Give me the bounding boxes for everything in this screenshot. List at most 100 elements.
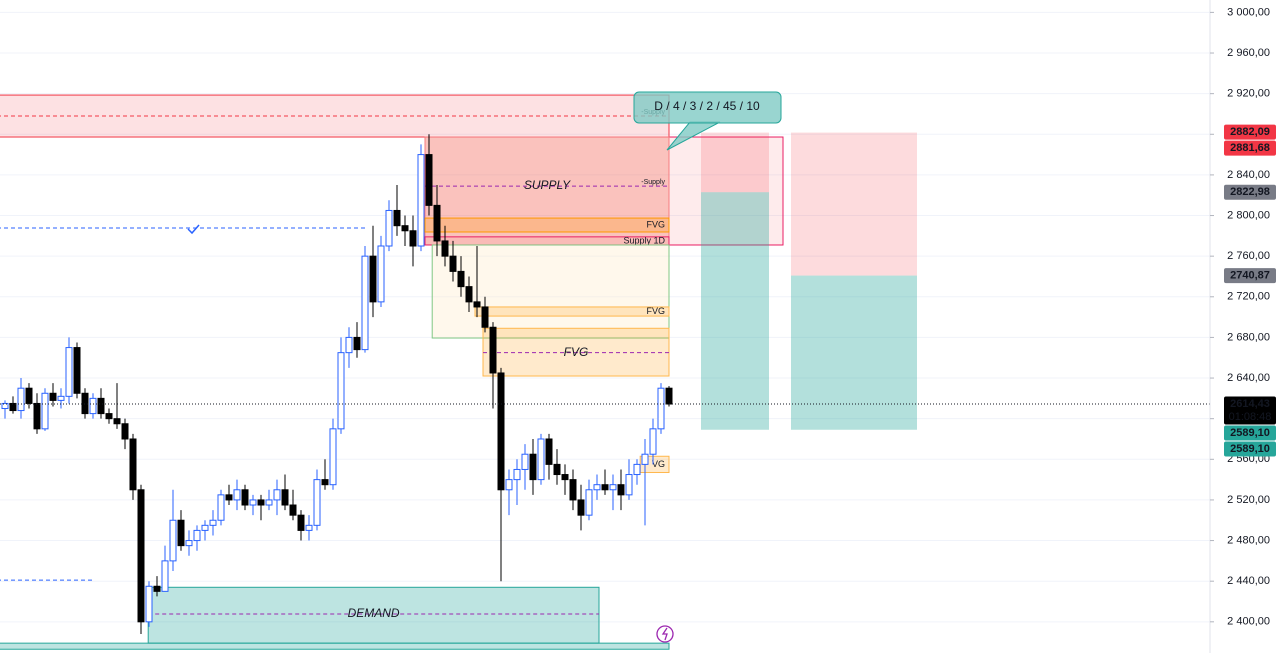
y-tick-label: 2 800,00 xyxy=(1227,209,1270,221)
candle-body xyxy=(265,499,273,506)
countdown: 01:08:48 xyxy=(1229,411,1272,423)
candle-body xyxy=(153,585,161,592)
candle-body xyxy=(281,489,289,506)
candle-body xyxy=(217,494,225,521)
candle-body xyxy=(241,489,249,506)
candle-body xyxy=(129,438,137,491)
y-tick-label: 2 680,00 xyxy=(1227,331,1270,343)
candle-body xyxy=(377,245,385,303)
price-label-box xyxy=(1224,184,1276,200)
candle-body xyxy=(329,428,337,486)
candle-body xyxy=(97,397,105,415)
position-reward xyxy=(791,275,917,430)
price-label-box xyxy=(1224,396,1276,425)
candle-body xyxy=(441,240,449,257)
candle-body xyxy=(665,387,673,405)
price-label-box xyxy=(1224,268,1276,284)
candle-body xyxy=(137,489,145,623)
check-icon xyxy=(187,224,200,235)
candle-body xyxy=(537,438,545,481)
candle-body xyxy=(569,479,577,501)
candle-body xyxy=(345,336,353,354)
candle-body xyxy=(225,494,233,501)
candle-body xyxy=(25,387,33,404)
y-tick-label: 2 480,00 xyxy=(1227,534,1270,546)
candle-body xyxy=(169,519,177,562)
candle-body xyxy=(321,479,329,486)
y-tick-label: 2 640,00 xyxy=(1227,372,1270,384)
candle-body xyxy=(473,301,481,308)
candle-body xyxy=(481,306,489,328)
candle-body xyxy=(369,255,377,303)
candle-body xyxy=(17,387,25,412)
y-tick-label: 2 720,00 xyxy=(1227,291,1270,303)
zone xyxy=(424,217,670,233)
candle-body xyxy=(649,428,657,455)
zone-label: FVG xyxy=(646,306,665,316)
candle-body xyxy=(417,154,425,247)
position-risk xyxy=(791,132,917,276)
y-tick-label: 2 400,00 xyxy=(1227,616,1270,628)
zone-label: FVG xyxy=(646,219,665,229)
alert-bolt xyxy=(661,627,668,641)
candle-body xyxy=(529,453,537,481)
candle-body xyxy=(337,352,345,430)
candle-body xyxy=(393,209,401,227)
candle-body xyxy=(81,392,89,415)
candle-body xyxy=(257,499,265,506)
candle-body xyxy=(561,474,569,481)
price-label-box xyxy=(1224,140,1276,156)
price-label-box xyxy=(1224,124,1276,140)
price-label: 2589,10 xyxy=(1230,427,1270,439)
candle-body xyxy=(513,468,521,481)
candle-body xyxy=(113,418,121,425)
candle-body xyxy=(185,540,193,547)
candle-body xyxy=(521,453,529,470)
y-tick-label: 2 520,00 xyxy=(1227,494,1270,506)
price-label: 2614,43 xyxy=(1230,398,1270,410)
price-label: 2822,98 xyxy=(1230,186,1270,198)
price-label: 2882,09 xyxy=(1230,126,1270,138)
candle-body xyxy=(601,484,609,491)
callout-box xyxy=(633,91,782,124)
axis-layer: 2 400,002 440,002 480,002 520,002 560,00… xyxy=(1210,6,1276,628)
candle-body xyxy=(121,423,129,440)
position-reward xyxy=(701,192,769,430)
candle-body xyxy=(249,499,257,506)
candle-body xyxy=(489,326,497,374)
price-label-box xyxy=(1224,441,1276,457)
candle-body xyxy=(465,286,473,303)
candle-body xyxy=(305,524,313,531)
candle-body xyxy=(385,209,393,247)
candle-body xyxy=(433,204,441,242)
candle-body xyxy=(457,270,465,288)
candle-body xyxy=(361,255,369,351)
candle-body xyxy=(273,489,281,501)
candle-body xyxy=(633,463,641,476)
y-tick-label: 2 760,00 xyxy=(1227,250,1270,262)
candle-body xyxy=(201,524,209,531)
candle-body xyxy=(33,402,41,430)
candle-body xyxy=(409,230,417,247)
price-label: 2881,68 xyxy=(1230,142,1270,154)
zone-label: VG xyxy=(652,459,665,469)
candle-body xyxy=(553,463,561,476)
candle-body xyxy=(609,484,617,491)
y-tick-label: 2 960,00 xyxy=(1227,47,1270,59)
candle-body xyxy=(209,519,217,526)
candle-body xyxy=(353,336,361,351)
y-tick-label: 2 840,00 xyxy=(1227,169,1270,181)
zone xyxy=(424,136,670,246)
y-tick-label: 2 920,00 xyxy=(1227,88,1270,100)
candle-body xyxy=(65,347,73,397)
zone xyxy=(482,327,670,377)
zone xyxy=(147,586,600,644)
zone-label: SUPPLY xyxy=(524,178,571,192)
candle-body xyxy=(49,392,57,401)
candle-body xyxy=(625,474,633,496)
price-label: 2740,87 xyxy=(1230,269,1270,281)
candle-body xyxy=(593,484,601,491)
